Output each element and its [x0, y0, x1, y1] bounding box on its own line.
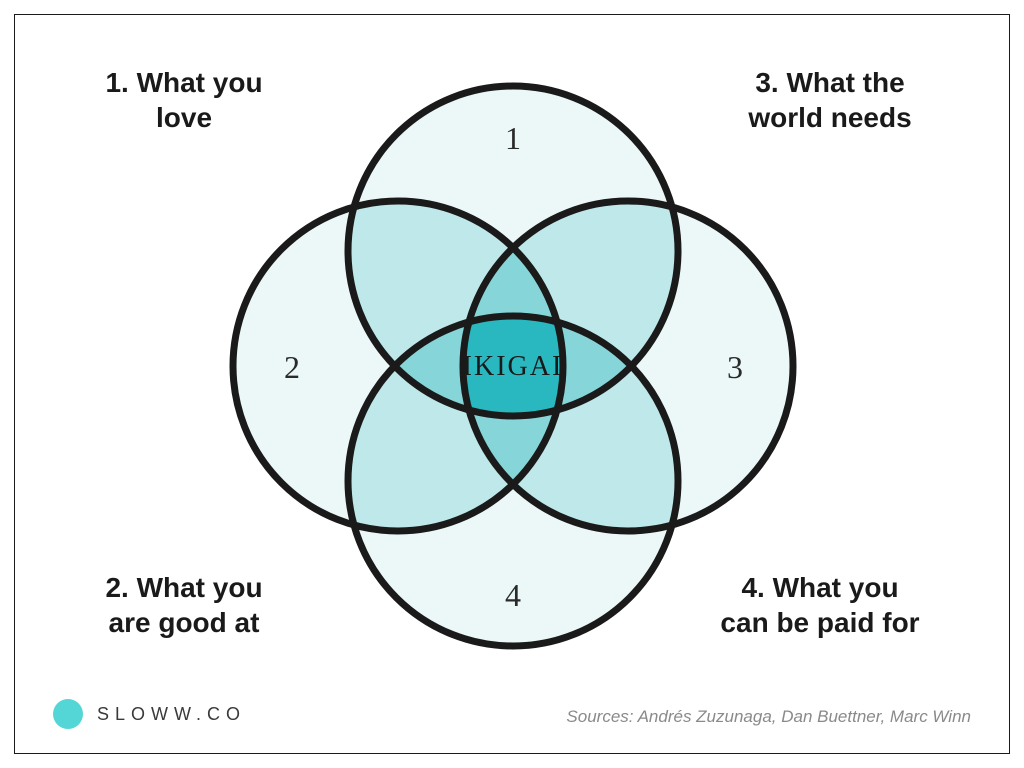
circle-number-3: 3	[715, 349, 755, 386]
sources-text: Sources: Andrés Zuzunaga, Dan Buettner, …	[566, 707, 971, 727]
footer-brand: SLOWW.CO	[53, 699, 246, 729]
label-love: 1. What you love	[69, 65, 299, 135]
logo-dot-icon	[53, 699, 83, 729]
circle-number-4: 4	[493, 577, 533, 614]
label-world-needs: 3. What the world needs	[705, 65, 955, 135]
label-paid-for: 4. What you can be paid for	[685, 570, 955, 640]
ikigai-center-label: IKIGAI	[443, 351, 583, 383]
circle-number-1: 1	[493, 120, 533, 157]
diagram-frame: 1. What you love 3. What the world needs…	[14, 14, 1010, 754]
circle-number-2: 2	[272, 349, 312, 386]
label-good-at: 2. What you are good at	[69, 570, 299, 640]
brand-text: SLOWW.CO	[97, 704, 246, 725]
